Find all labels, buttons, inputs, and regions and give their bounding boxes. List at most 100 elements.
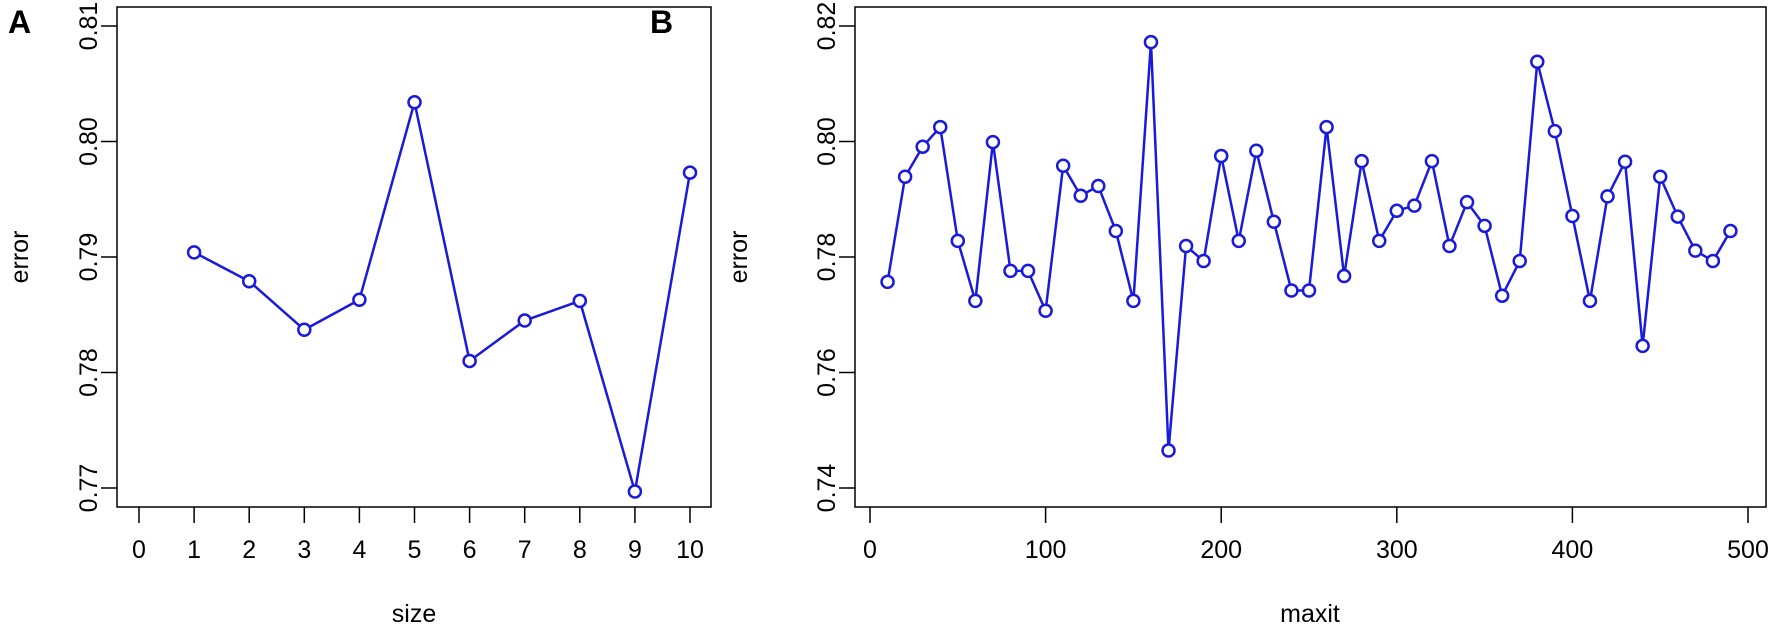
x-tick-label: 1 <box>187 536 201 564</box>
data-point-marker <box>1073 188 1088 204</box>
data-point-marker <box>1494 288 1510 303</box>
data-point-marker <box>915 139 930 154</box>
data-point-marker <box>1477 218 1492 234</box>
y-tick-label: 0.79 <box>75 233 103 282</box>
data-point-marker <box>517 313 532 328</box>
data-point-marker <box>627 484 643 499</box>
panel-a-data-series <box>186 94 698 499</box>
data-point-marker <box>1091 178 1106 194</box>
series-line-segment <box>1624 167 1644 341</box>
data-point-marker <box>1635 338 1650 354</box>
x-tick-label: 6 <box>463 536 477 564</box>
data-point-marker <box>572 293 588 309</box>
data-point-marker <box>1617 154 1633 169</box>
x-tick-label: 8 <box>573 536 587 564</box>
x-tick-label: 5 <box>408 536 422 564</box>
series-line-segment <box>1203 161 1222 256</box>
series-line-segment <box>1699 252 1709 260</box>
data-point-marker <box>1670 209 1686 224</box>
data-point-marker <box>1231 233 1247 249</box>
panel-b-label: B <box>650 4 673 40</box>
series-line-segment <box>473 323 521 359</box>
series-line-segment <box>1503 265 1519 291</box>
series-line-segment <box>974 147 994 296</box>
data-point-marker <box>1652 169 1668 184</box>
series-line-segment <box>1189 248 1200 259</box>
y-tick-label: 0.78 <box>813 233 841 282</box>
data-point-marker <box>1459 194 1475 210</box>
data-point-marker <box>950 233 966 249</box>
data-point-marker <box>1020 263 1036 279</box>
series-line-segment <box>252 284 301 327</box>
series-line-segment <box>1469 206 1483 222</box>
data-point-marker <box>1319 119 1334 135</box>
data-point-marker <box>1266 214 1282 230</box>
y-tick-label: 0.74 <box>813 464 841 513</box>
data-point-marker <box>682 165 698 180</box>
y-tick-label: 0.80 <box>813 117 841 166</box>
panel-b-x-axis-label: maxit <box>1280 600 1340 628</box>
series-line-segment <box>529 301 575 320</box>
series-line-segment <box>1572 221 1590 296</box>
series-line-segment <box>1537 67 1555 126</box>
data-point-marker <box>897 169 913 184</box>
data-point-marker <box>1196 253 1211 269</box>
data-point-marker <box>1354 153 1369 169</box>
series-line-segment <box>308 301 355 328</box>
series-line-segment <box>1221 161 1239 236</box>
series-line-segment <box>1045 171 1064 305</box>
series-line-segment <box>359 107 415 295</box>
x-tick-label: 9 <box>628 536 642 564</box>
x-tick-label: 10 <box>676 536 704 564</box>
series-line-segment <box>198 254 245 280</box>
data-point-marker <box>1389 203 1405 219</box>
series-line-segment <box>1679 221 1694 246</box>
data-point-marker <box>1249 143 1264 158</box>
data-point-marker <box>1213 148 1229 164</box>
data-point-marker <box>932 119 948 135</box>
data-point-marker <box>1407 198 1422 213</box>
panel-b-chart: B 0.740.760.780.800.82 0 100 200 300 400 500 … <box>650 2 1769 628</box>
data-point-marker <box>968 293 983 309</box>
series-line-segment <box>907 151 921 173</box>
series-line-segment <box>1274 227 1292 285</box>
series-line-segment <box>414 107 470 356</box>
x-tick-label: 400 <box>1552 536 1594 564</box>
series-line-segment <box>1085 187 1094 194</box>
y-tick-label: 0.77 <box>75 464 103 513</box>
data-point-marker <box>1038 303 1053 318</box>
panel-b-data-series <box>880 34 1738 458</box>
series-line-segment <box>1149 48 1170 445</box>
series-line-segment <box>1238 156 1257 236</box>
y-tick-label: 0.76 <box>813 348 841 397</box>
data-point-marker <box>1424 153 1440 169</box>
series-line-segment <box>992 147 1011 266</box>
data-point-marker <box>1178 238 1194 254</box>
data-point-marker <box>1688 243 1703 258</box>
data-point-marker <box>880 274 895 290</box>
panel-a-label: A <box>8 4 31 40</box>
panel-a-y-axis-label: error <box>6 231 34 284</box>
data-point-marker <box>1565 208 1580 224</box>
y-tick-label: 0.80 <box>75 117 103 166</box>
series-line-segment <box>1361 166 1380 236</box>
data-point-marker <box>1582 293 1598 309</box>
data-point-marker <box>1336 268 1352 284</box>
x-tick-label: 300 <box>1376 536 1418 564</box>
data-point-marker <box>186 245 202 260</box>
x-tick-label: 100 <box>1025 536 1067 564</box>
data-point-marker <box>1530 54 1545 70</box>
data-point-marker <box>1371 233 1387 249</box>
data-point-marker <box>1705 253 1721 269</box>
panel-b-x-axis: 0 100 200 300 400 500 <box>863 507 1769 564</box>
x-tick-label: 0 <box>863 536 877 564</box>
data-point-marker <box>352 292 367 307</box>
series-line-segment <box>925 130 938 144</box>
series-line-segment <box>1661 181 1677 212</box>
x-tick-label: 200 <box>1200 536 1242 564</box>
data-point-marker <box>297 322 312 338</box>
series-line-segment <box>1642 182 1661 341</box>
series-line-segment <box>1308 132 1328 285</box>
